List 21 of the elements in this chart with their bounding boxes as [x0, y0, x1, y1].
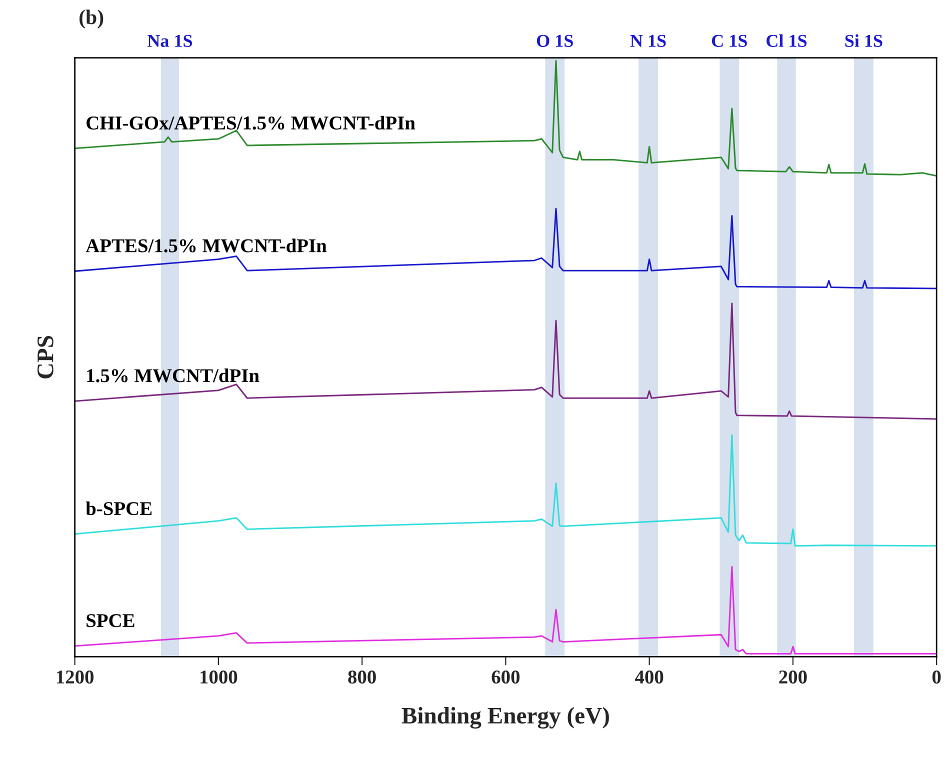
x-axis-title: Binding Energy (eV) [402, 707, 609, 729]
x-tick-label: 200 [779, 670, 807, 684]
x-tick-label: 1000 [200, 670, 238, 684]
y-axis-title: CPS [37, 336, 54, 378]
band-label: Si 1S [845, 34, 882, 47]
band-label: Cl 1S [766, 34, 807, 47]
band-label: N 1S [630, 34, 666, 47]
x-tick-label: 0 [932, 670, 941, 684]
chart-title: (b) [80, 10, 104, 28]
series-label: b-SPCE [86, 501, 152, 516]
series-label: CHI-GOx/APTES/1.5% MWCNT-dPIn [86, 116, 416, 130]
series-label: SPCE [86, 614, 134, 628]
band-label: O 1S [536, 34, 573, 47]
x-tick-label: 800 [348, 670, 376, 684]
x-tick-label: 600 [492, 670, 520, 684]
band-label: C 1S [712, 34, 747, 47]
band-label: Na 1S [147, 34, 192, 47]
x-tick-label: 1200 [56, 670, 94, 684]
x-tick-label: 400 [635, 670, 664, 684]
series-label: APTES/1.5% MWCNT-dPIn [86, 238, 327, 252]
series-label: 1.5% MWCNT/dPIn [87, 368, 260, 382]
